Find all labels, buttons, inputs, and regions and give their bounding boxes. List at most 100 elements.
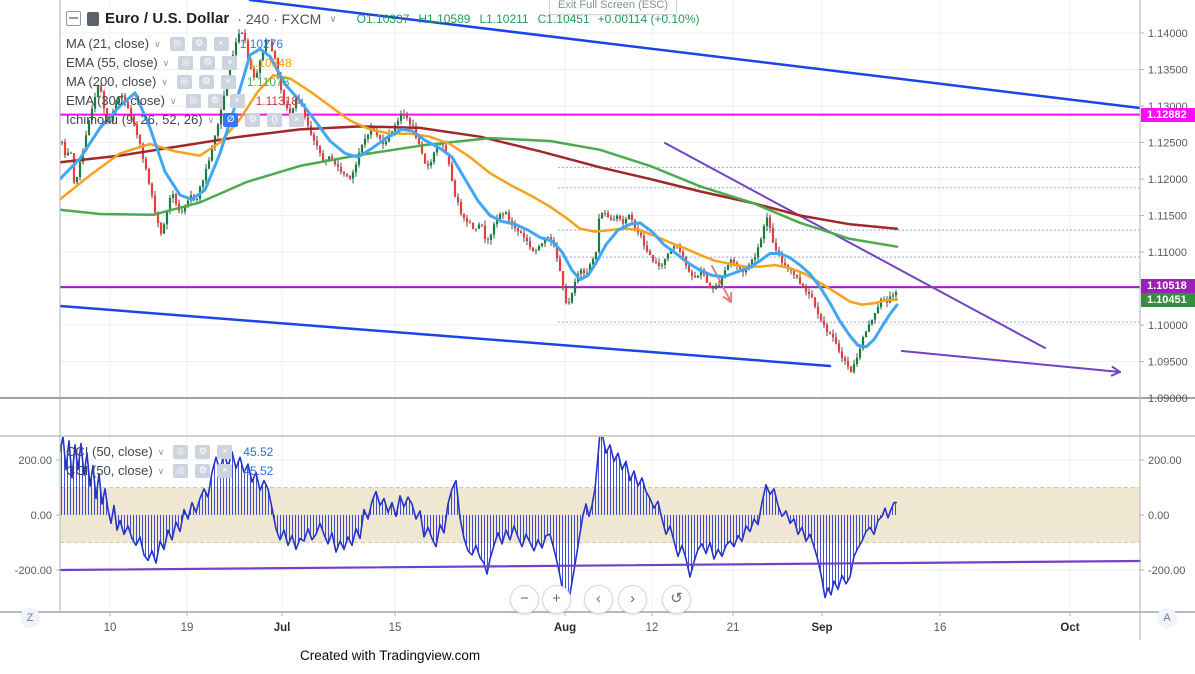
ema300-line (60, 125, 899, 231)
chevron-down-icon[interactable]: ∨ (170, 96, 177, 106)
main-legend-row: MA (21, close) ∨ ◎ ⚙ × 1.10276 (66, 34, 304, 53)
eye-off-icon[interactable]: Ø (223, 112, 239, 127)
symbol-subtitle[interactable]: · 240 · FXCM (237, 10, 322, 27)
a-corner-button[interactable]: A (1157, 608, 1177, 628)
ma200-line (60, 136, 899, 248)
indicator-label[interactable]: MA (200, close) (66, 74, 157, 89)
reset-view-button[interactable]: ↺ (662, 585, 691, 614)
exit-fullscreen-tooltip: Exit Full Screen (ESC) (549, 0, 678, 15)
zoom-out-button[interactable]: − (510, 585, 539, 614)
main-pane-legends: MA (21, close) ∨ ◎ ⚙ × 1.10276 EMA (55, close)… (66, 34, 305, 129)
cci-layer (60, 437, 898, 607)
time-tick-label: 15 (389, 622, 402, 634)
time-tick-label: 21 (727, 622, 740, 634)
price-tick-label: 1.12500 (1148, 138, 1188, 150)
time-axis[interactable]: 10 19 Jul 15 Aug 12 21 Sep 16 Oct (104, 612, 1080, 634)
braces-icon[interactable]: {} (267, 112, 283, 127)
cci-tick-label: -200.00 (1148, 565, 1185, 577)
close-icon[interactable]: × (217, 463, 233, 478)
cci-pane-legends: CCI (50, close) ∨ ◎ ⚙ × 45.52 CCI (50, close) ∨… (66, 442, 273, 480)
channel-upper (248, 0, 1140, 110)
gear-icon[interactable]: ⚙ (200, 55, 216, 70)
ohlc-h: H1.10589 (418, 11, 471, 26)
circle-icon[interactable]: ◎ (173, 444, 189, 459)
trendlines (60, 0, 1140, 377)
cci-legend-row: CCI (50, close) ∨ ◎ ⚙ × 45.52 (66, 442, 273, 461)
close-icon[interactable]: × (229, 93, 245, 108)
gear-icon[interactable]: ⚙ (195, 463, 211, 478)
main-legend-row: EMA (300, close) ∨ ◎ ⚙ × 1.11318 (66, 91, 304, 110)
indicator-value: 1.10348 (248, 55, 292, 70)
chevron-down-icon[interactable]: ∨ (329, 14, 337, 25)
symbol-title[interactable]: Euro / U.S. Dollar (105, 10, 230, 27)
close-icon[interactable]: × (213, 36, 229, 51)
indicator-label[interactable]: CCI (50, close) (66, 463, 153, 478)
indicator-label[interactable]: MA (21, close) (66, 36, 150, 51)
close-icon[interactable]: × (220, 74, 236, 89)
scroll-right-button[interactable]: › (618, 585, 647, 614)
chevron-down-icon[interactable]: ∨ (157, 447, 165, 457)
price-axis[interactable]: 1.140001.135001.130001.125001.120001.115… (1140, 28, 1188, 405)
price-tick-label: 1.11000 (1148, 247, 1187, 259)
price-level-chip: 1.10518 (1141, 279, 1195, 293)
time-tick-label: 10 (104, 622, 117, 634)
gear-icon[interactable]: ⚙ (198, 74, 214, 89)
channel-lower (60, 304, 832, 368)
zoom-in-button[interactable]: + (542, 585, 571, 614)
indicator-label[interactable]: Ichimoku (9, 26, 52, 26) (66, 112, 203, 127)
time-tick-label: Aug (554, 622, 576, 634)
time-tick-label: 12 (646, 622, 659, 634)
credit-text: Created with Tradingview.com (300, 648, 481, 663)
price-level-chip: 1.12882 (1141, 108, 1195, 122)
time-tick-label: Oct (1060, 622, 1079, 634)
indicator-label[interactable]: EMA (300, close) (66, 93, 165, 108)
main-legend-row: Ichimoku (9, 26, 52, 26) ∨ Ø ⚙ {} × (66, 110, 305, 129)
ohlc-readout: O1.10337 H1.10589 L1.10211 C1.10451 (357, 12, 590, 26)
close-icon[interactable]: × (289, 112, 305, 127)
indicator-label[interactable]: EMA (55, close) (66, 55, 158, 70)
chevron-down-icon[interactable]: ∨ (161, 77, 168, 87)
gear-icon[interactable]: ⚙ (195, 444, 211, 459)
purple-trendline (664, 142, 1046, 349)
price-change: +0.00114 (+0.10%) (597, 11, 700, 26)
circle-icon[interactable]: ◎ (178, 55, 194, 70)
price-tick-label: 1.09000 (1148, 393, 1188, 405)
cci-tick-label: 0.00 (31, 510, 52, 522)
cci-legend-row: CCI (50, close) ∨ ◎ ⚙ × 45.52 (66, 461, 273, 480)
price-tick-label: 1.10000 (1148, 320, 1188, 332)
price-tick-label: 1.11500 (1148, 211, 1187, 223)
chevron-down-icon[interactable]: ∨ (157, 466, 165, 476)
ohlc-c: C1.10451 (537, 11, 590, 26)
close-icon[interactable]: × (222, 55, 238, 70)
main-legend-row: MA (200, close) ∨ ◎ ⚙ × 1.11073 (66, 72, 304, 91)
close-icon[interactable]: × (217, 444, 233, 459)
ema55-line (60, 74, 899, 306)
circle-icon[interactable]: ◎ (185, 93, 201, 108)
chevron-down-icon[interactable]: ∨ (154, 39, 161, 49)
price-level-chip: 1.10451 (1141, 293, 1195, 307)
indicator-label[interactable]: CCI (50, close) (66, 444, 153, 459)
circle-icon[interactable]: ◎ (169, 36, 185, 51)
cci-trendline (58, 559, 1142, 572)
circle-icon[interactable]: ◎ (176, 74, 192, 89)
gear-icon[interactable]: ⚙ (207, 93, 223, 108)
z-corner-button[interactable]: Z (20, 608, 40, 628)
gear-icon[interactable]: ⚙ (191, 36, 207, 51)
purple-arrow (901, 350, 1121, 373)
scroll-left-button[interactable]: ‹ (584, 585, 613, 614)
ohlc-o: O1.10337 (356, 11, 410, 26)
circle-icon[interactable]: ◎ (173, 463, 189, 478)
indicator-value: 45.52 (243, 463, 274, 478)
collapse-pane-icon[interactable] (66, 11, 81, 26)
chevron-down-icon[interactable]: ∨ (207, 115, 215, 125)
time-tick-label: Sep (811, 622, 832, 634)
chart-canvas[interactable]: 1.140001.135001.130001.125001.120001.115… (0, 0, 1195, 640)
time-tick-label: 16 (934, 622, 947, 634)
chevron-down-icon[interactable]: ∨ (162, 58, 170, 68)
gear-icon[interactable]: ⚙ (245, 112, 261, 127)
indicator-value: 1.11073 (246, 74, 290, 89)
ma21-line (60, 47, 899, 349)
cci-tick-label: 200.00 (18, 455, 52, 467)
indicator-value: 45.52 (243, 444, 274, 459)
